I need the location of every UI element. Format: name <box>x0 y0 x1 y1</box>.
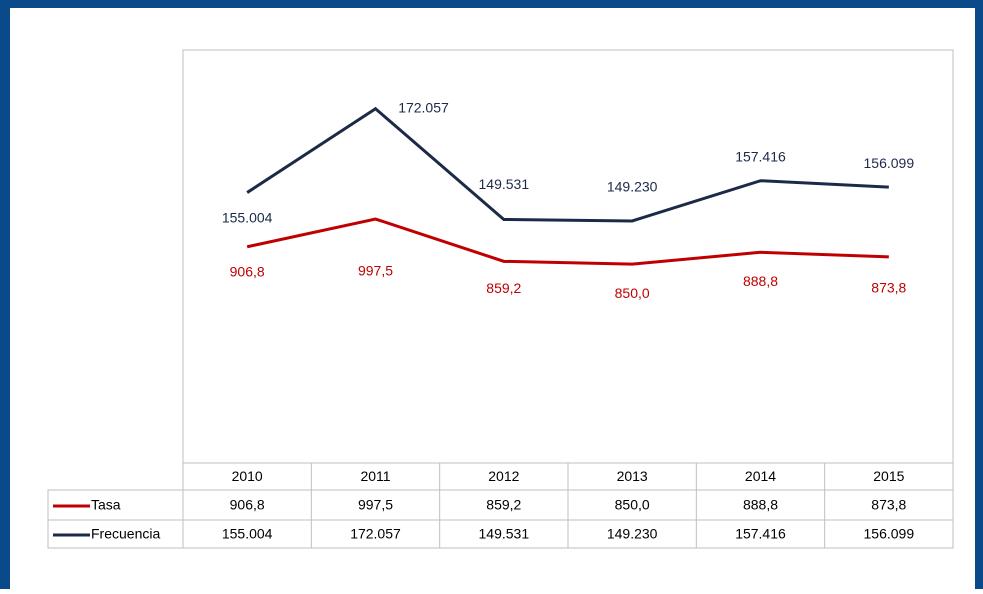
line-series <box>246 217 889 266</box>
legend-label: Frecuencia <box>91 526 160 542</box>
data-label: 172.057 <box>398 99 449 115</box>
x-tick-label: 2015 <box>873 468 904 484</box>
line-series <box>246 106 889 223</box>
data-label: 157.416 <box>735 148 786 164</box>
table-cell: 149.230 <box>607 526 658 542</box>
table-cell: 155.004 <box>222 526 273 542</box>
data-label: 859,2 <box>486 280 521 296</box>
x-tick-label: 2012 <box>488 468 519 484</box>
table-cell: 172.057 <box>350 526 401 542</box>
table-cell: 149.531 <box>479 526 530 542</box>
data-label: 149.230 <box>607 179 658 195</box>
table-cell: 873,8 <box>871 497 906 513</box>
legend-label: Tasa <box>91 497 121 513</box>
x-tick-label: 2011 <box>360 468 390 484</box>
data-label: 155.004 <box>222 209 273 225</box>
data-label: 997,5 <box>358 263 393 279</box>
x-tick-label: 2014 <box>745 468 776 484</box>
table-cell: 850,0 <box>615 497 650 513</box>
data-label: 906,8 <box>230 263 265 279</box>
x-tick-label: 2010 <box>232 468 263 484</box>
table-cell: 997,5 <box>358 497 393 513</box>
table-cell: 888,8 <box>743 497 778 513</box>
table-cell: 859,2 <box>486 497 521 513</box>
x-tick-label: 2013 <box>617 468 648 484</box>
canvas <box>10 8 975 589</box>
data-label: 873,8 <box>871 280 906 296</box>
table-cell: 157.416 <box>735 526 786 542</box>
table-cell: 906,8 <box>230 497 265 513</box>
table-cell: 156.099 <box>864 526 915 542</box>
data-label: 888,8 <box>743 273 778 289</box>
data-label: 850,0 <box>615 285 650 301</box>
data-label: 149.531 <box>479 176 530 192</box>
data-label: 156.099 <box>864 155 915 171</box>
